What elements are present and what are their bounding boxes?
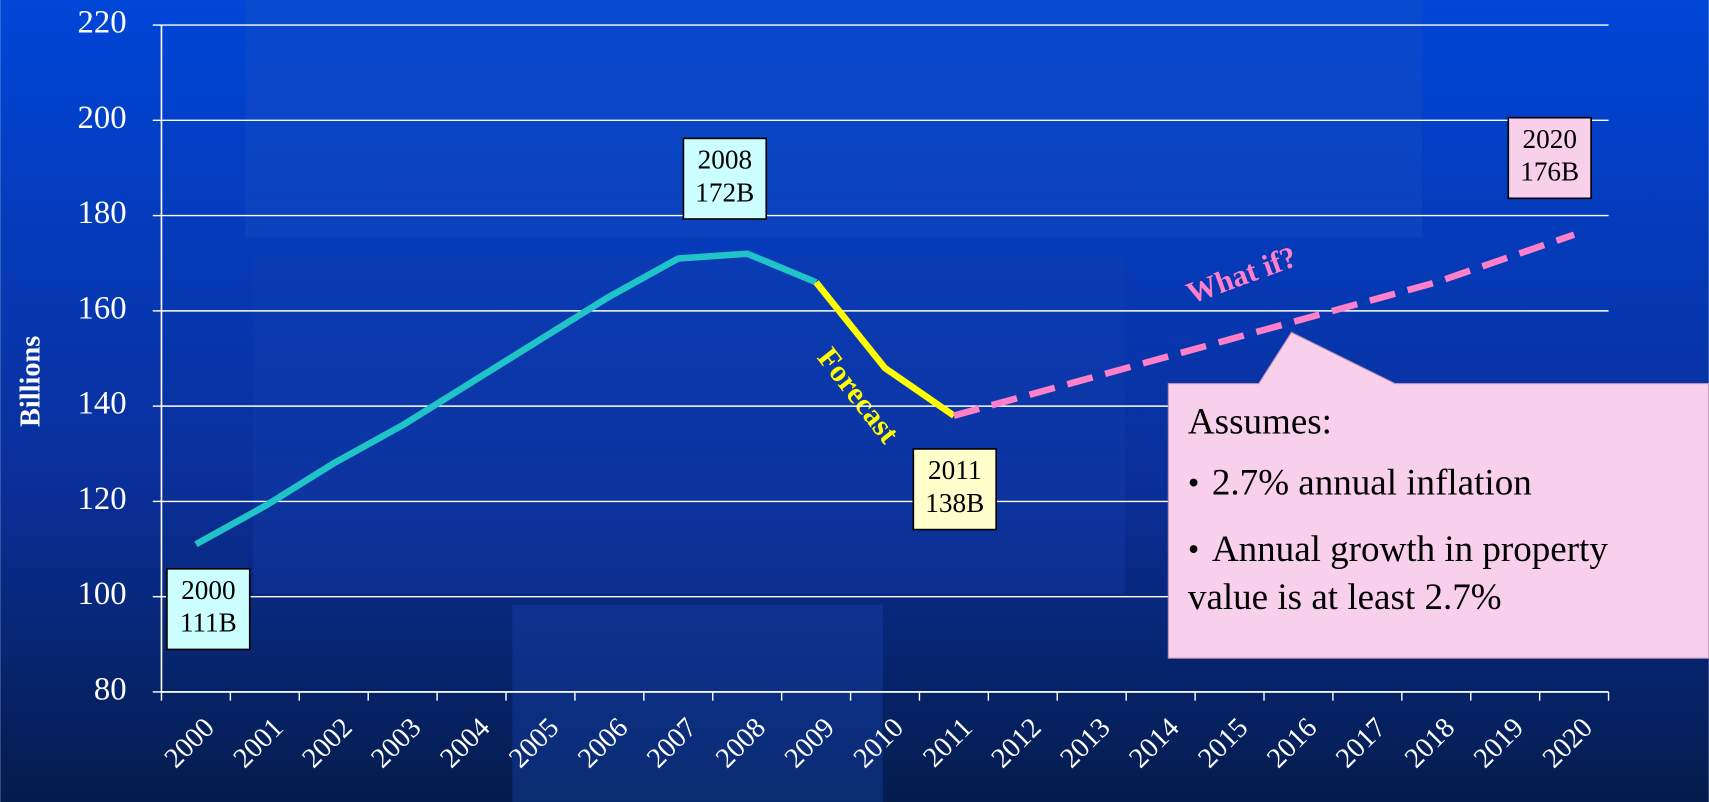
callout-box <box>1167 331 1709 659</box>
annotation-text: 111B <box>180 608 237 638</box>
callout-bullet: value is at least 2.7% <box>1188 577 1502 618</box>
y-tick-label: 180 <box>78 195 127 231</box>
annotation-box <box>166 567 251 651</box>
callout-bullet: Annual growth in property <box>1212 529 1608 570</box>
y-tick-label: 80 <box>94 671 127 707</box>
y-tick-label: 100 <box>78 576 127 612</box>
line-series <box>953 231 1576 419</box>
annotation-text: 2008 <box>698 145 752 175</box>
callout-bullet: 2.7% annual inflation <box>1212 462 1532 503</box>
annotation-text: 2000 <box>181 575 235 605</box>
annotation-text: 138B <box>925 488 984 518</box>
annotation-text: 2020 <box>1522 124 1576 154</box>
background-shape <box>253 256 1125 594</box>
y-axis-label: Billions <box>15 336 46 427</box>
y-tick-label: 160 <box>78 290 127 326</box>
annotation-text: 2011 <box>928 455 981 485</box>
line-series <box>194 250 818 548</box>
annotation-text: 172B <box>695 177 754 207</box>
y-tick-label: 120 <box>78 481 127 517</box>
background-shape <box>245 0 1423 238</box>
callout-title: Assumes: <box>1188 401 1332 442</box>
y-tick-label: 200 <box>78 100 127 136</box>
bullet: • <box>1188 532 1199 568</box>
y-tick-label: 140 <box>78 386 127 422</box>
y-tick-label: 220 <box>78 5 127 41</box>
line-series <box>813 280 956 419</box>
annotation-box <box>1507 116 1592 200</box>
annotation-box <box>682 137 768 220</box>
annotation-box <box>912 448 997 531</box>
background-shape <box>512 604 883 802</box>
bullet: • <box>1188 465 1199 501</box>
annotation-text: 176B <box>1520 157 1579 187</box>
